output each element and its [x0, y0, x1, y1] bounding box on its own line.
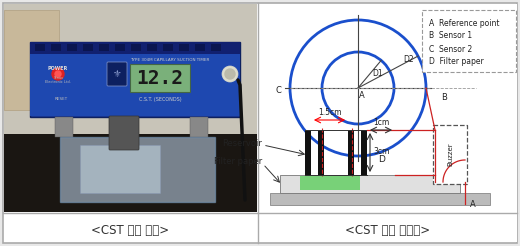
FancyBboxPatch shape [4, 134, 257, 212]
FancyBboxPatch shape [422, 10, 516, 72]
Text: ⚜: ⚜ [113, 69, 121, 79]
FancyBboxPatch shape [99, 44, 109, 51]
FancyBboxPatch shape [55, 117, 73, 137]
FancyBboxPatch shape [131, 44, 141, 51]
Circle shape [222, 66, 238, 82]
Text: C: C [275, 86, 281, 95]
Text: B  Sensor 1: B Sensor 1 [429, 31, 472, 41]
Text: D: D [379, 155, 385, 164]
FancyBboxPatch shape [163, 44, 173, 51]
Text: RESET: RESET [55, 97, 68, 101]
FancyBboxPatch shape [270, 193, 490, 205]
Circle shape [225, 69, 235, 79]
Text: <CST 실험 장치>: <CST 실험 장치> [91, 224, 169, 236]
FancyBboxPatch shape [30, 54, 240, 116]
FancyBboxPatch shape [300, 176, 360, 190]
Text: D1: D1 [372, 69, 383, 78]
FancyBboxPatch shape [83, 44, 93, 51]
Circle shape [55, 71, 61, 77]
Text: 3cm: 3cm [373, 148, 389, 156]
FancyBboxPatch shape [130, 64, 190, 92]
Text: TYPE 304M CAPILLARY SUCTION TIMER: TYPE 304M CAPILLARY SUCTION TIMER [131, 58, 210, 62]
Text: Reservoir: Reservoir [222, 138, 262, 148]
FancyBboxPatch shape [67, 44, 77, 51]
Text: <CST 실험 모식도>: <CST 실험 모식도> [345, 224, 431, 236]
FancyBboxPatch shape [115, 44, 125, 51]
FancyBboxPatch shape [4, 4, 257, 134]
FancyBboxPatch shape [30, 42, 240, 54]
Text: Tenax
Electronic Ltd.: Tenax Electronic Ltd. [45, 76, 71, 84]
FancyBboxPatch shape [4, 4, 257, 212]
FancyBboxPatch shape [30, 42, 240, 117]
Circle shape [52, 68, 64, 80]
FancyBboxPatch shape [51, 44, 61, 51]
FancyBboxPatch shape [3, 3, 517, 243]
FancyBboxPatch shape [107, 62, 127, 86]
Text: C  Sensor 2: C Sensor 2 [429, 45, 472, 53]
FancyBboxPatch shape [361, 130, 367, 176]
FancyBboxPatch shape [179, 44, 189, 51]
Text: 12.2: 12.2 [136, 70, 184, 89]
FancyBboxPatch shape [211, 44, 221, 51]
FancyBboxPatch shape [4, 10, 59, 110]
Text: D  Filter paper: D Filter paper [429, 58, 484, 66]
FancyBboxPatch shape [109, 116, 139, 150]
Text: POWER: POWER [48, 65, 68, 71]
Text: 1cm: 1cm [373, 118, 389, 127]
FancyBboxPatch shape [60, 137, 215, 202]
FancyBboxPatch shape [433, 125, 467, 184]
FancyBboxPatch shape [259, 4, 517, 242]
Text: Buzzer: Buzzer [447, 143, 453, 166]
Text: 1.5cm: 1.5cm [318, 108, 342, 117]
FancyBboxPatch shape [35, 44, 45, 51]
FancyBboxPatch shape [280, 175, 460, 193]
Text: A: A [359, 91, 365, 100]
FancyBboxPatch shape [190, 117, 208, 137]
FancyBboxPatch shape [348, 130, 354, 176]
FancyBboxPatch shape [80, 145, 160, 193]
Text: C.S.T. (SECONDS): C.S.T. (SECONDS) [139, 97, 181, 103]
Text: B: B [441, 93, 447, 102]
FancyBboxPatch shape [195, 44, 205, 51]
FancyBboxPatch shape [305, 130, 311, 176]
Text: Filter paper: Filter paper [214, 157, 262, 167]
Text: A  Reference point: A Reference point [429, 18, 500, 28]
FancyBboxPatch shape [147, 44, 157, 51]
Text: A: A [470, 200, 476, 209]
Text: D2: D2 [403, 55, 414, 64]
FancyBboxPatch shape [318, 130, 324, 176]
